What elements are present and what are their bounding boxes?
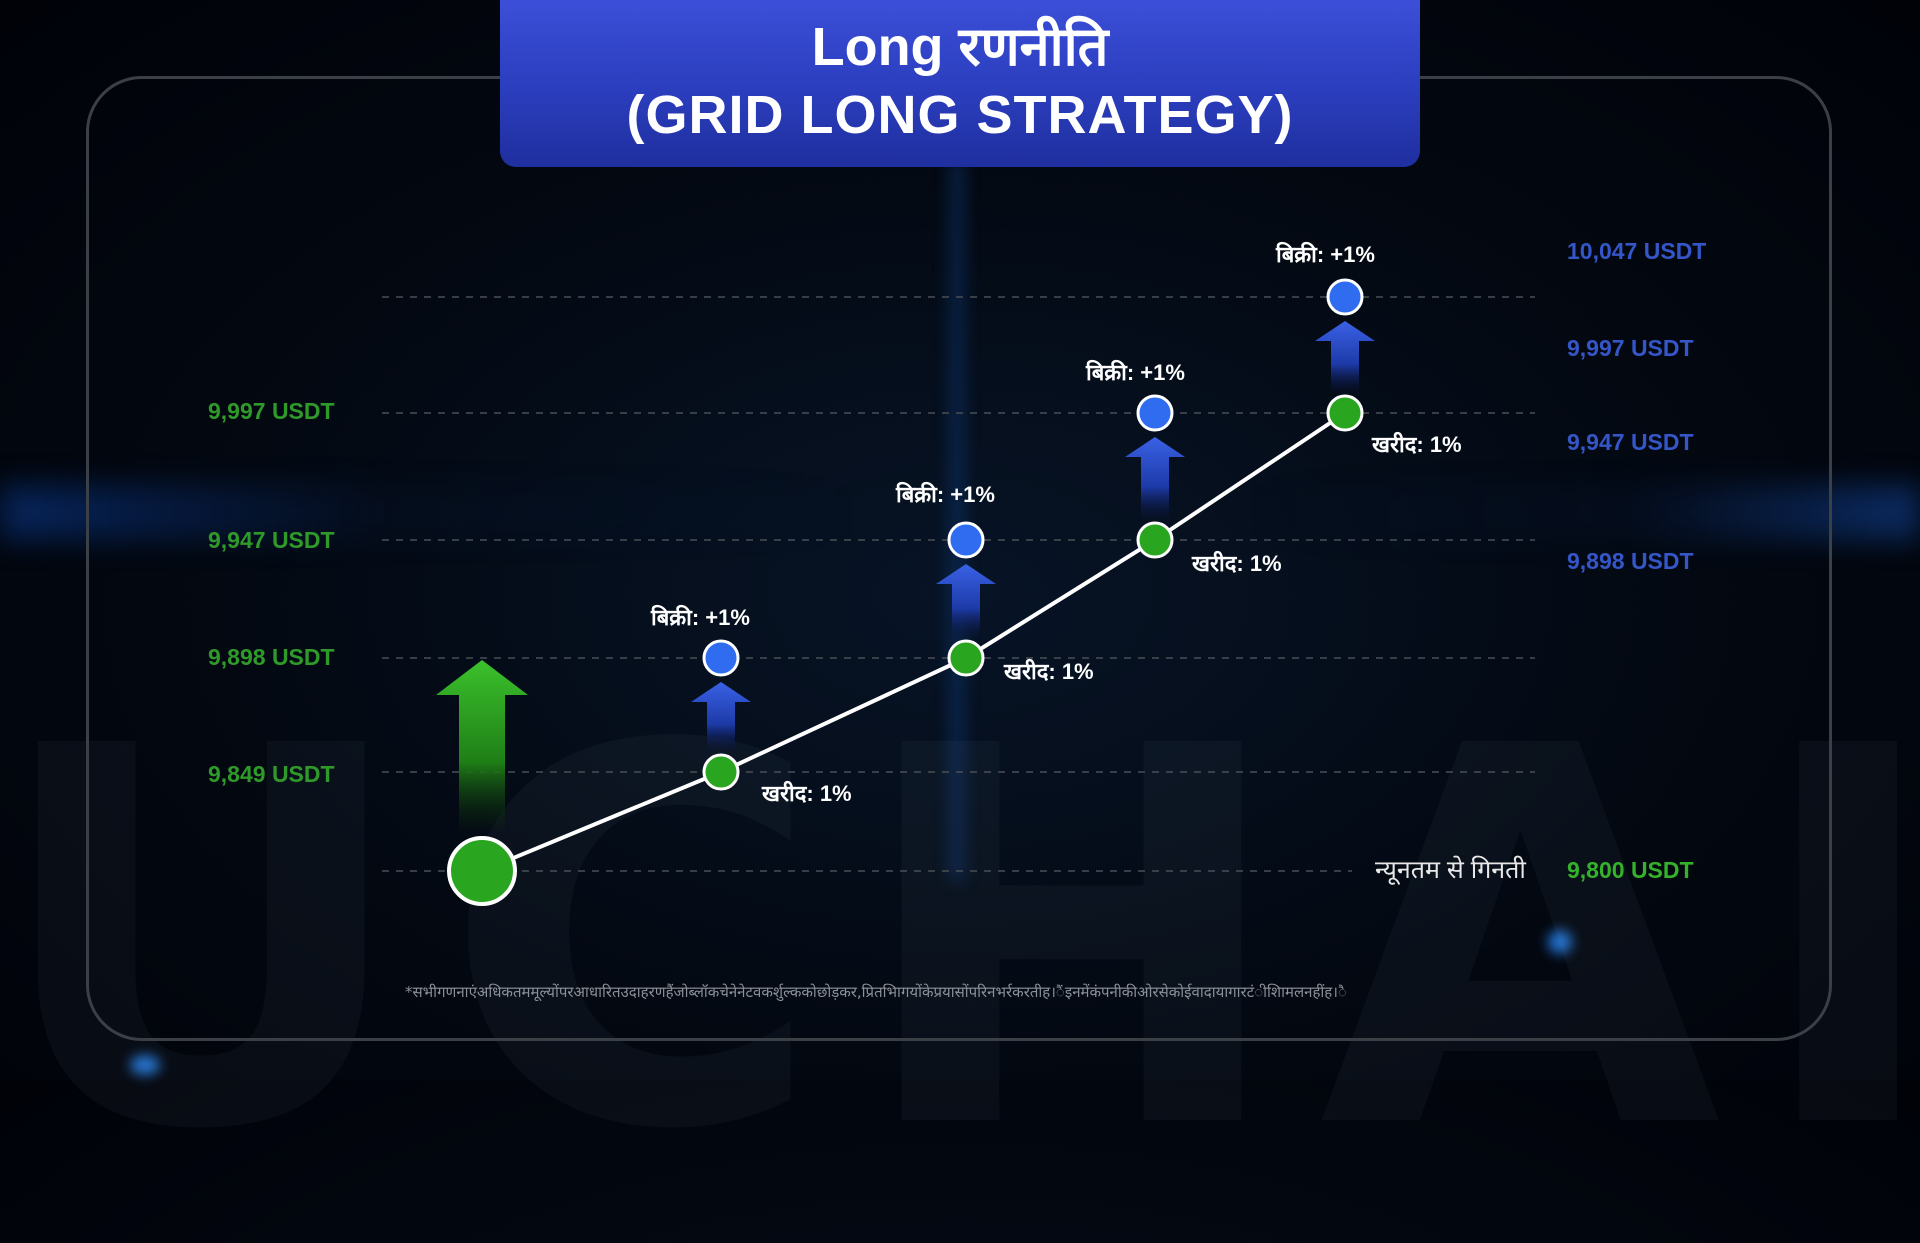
footnote: *सभीगणनाएंअधिकतममूल्योंपरआधारितउदाहरणहैं… (405, 983, 1347, 1001)
title-line-1: Long रणनीति (811, 17, 1109, 77)
sell-arrow (1315, 321, 1375, 393)
left-price-label: 9,947 USDT (208, 527, 335, 553)
buy-label: खरीद: 1% (1192, 551, 1282, 576)
right-price-label: 9,997 USDT (1567, 335, 1694, 361)
sell-label: बिक्री: +1% (1276, 242, 1375, 267)
buy-point (1136, 521, 1174, 559)
buy-label: खरीद: 1% (1372, 432, 1462, 457)
sell-arrow (691, 682, 751, 752)
start-point (447, 836, 517, 906)
left-price-label: 9,997 USDT (208, 398, 335, 424)
sell-point (1326, 278, 1364, 316)
title-line-2: (GRID LONG STRATEGY) (626, 85, 1294, 145)
left-price-label: 9,849 USDT (208, 761, 335, 787)
sell-label: बिक्री: +1% (651, 605, 750, 630)
title-banner: Long रणनीति (GRID LONG STRATEGY) (500, 0, 1420, 167)
sell-arrow (936, 564, 996, 638)
left-price-label: 9,898 USDT (208, 644, 335, 670)
start-price-label: 9,800 USDT (1567, 857, 1694, 883)
buy-point (1326, 394, 1364, 432)
right-price-label: 10,047 USDT (1567, 238, 1707, 264)
start-label: न्यूनतम से गिनती (1375, 856, 1526, 884)
price-points (447, 278, 1364, 906)
buy-label: खरीद: 1% (762, 781, 852, 806)
sell-point (702, 639, 740, 677)
sell-arrow (1125, 437, 1185, 520)
background-spark (130, 1055, 160, 1075)
right-price-label: 9,898 USDT (1567, 548, 1694, 574)
sell-point (1136, 394, 1174, 432)
sell-point (947, 521, 985, 559)
buy-point (947, 639, 985, 677)
sell-label: बिक्री: +1% (896, 482, 995, 507)
background-spark (1548, 930, 1572, 954)
buy-label: खरीद: 1% (1004, 659, 1094, 684)
trend-up-arrow (436, 660, 528, 830)
background-glow-vertical (950, 160, 964, 880)
sell-label: बिक्री: +1% (1086, 360, 1185, 385)
grid-strategy-diagram (382, 278, 1535, 906)
buy-point (702, 753, 740, 791)
sell-arrows (691, 321, 1375, 752)
right-price-label: 9,947 USDT (1567, 429, 1694, 455)
